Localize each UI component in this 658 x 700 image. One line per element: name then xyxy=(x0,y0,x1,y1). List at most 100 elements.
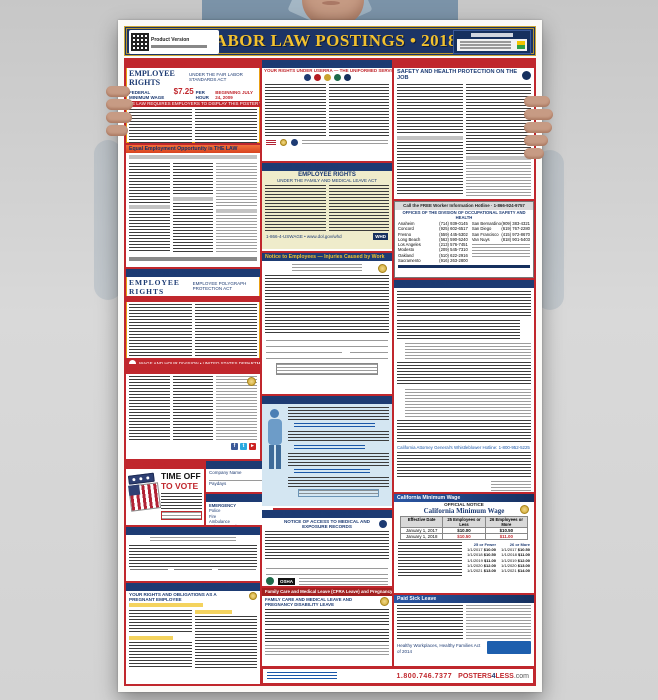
schedule-row: 1/1/2017 $10.00 xyxy=(467,547,496,553)
text-block xyxy=(397,605,463,639)
fmw-wage-amount: $7.25 xyxy=(173,87,194,96)
panel-cfra-pregnancy-disability: Family Care and Medical Leave (CFRA Leav… xyxy=(262,588,392,666)
vote-line2: TO VOTE xyxy=(161,481,199,491)
psl-blue-box xyxy=(487,641,531,654)
panel-fmla: Family and Medical Leave Act EMPLOYEE RI… xyxy=(262,163,392,251)
injuries-form-fields xyxy=(262,333,392,361)
polygraph-red-band xyxy=(126,296,260,302)
fmw-wage-label: FEDERAL MINIMUM WAGE xyxy=(129,90,165,101)
fmw-effective-date: BEGINNING JULY 24, 2009 xyxy=(215,90,253,101)
userra-text-columns xyxy=(262,82,392,138)
social-icons-row: f t ► xyxy=(126,442,260,451)
office-row: Van Nuys (818) 901-5403 xyxy=(471,236,530,242)
left-hand xyxy=(106,86,133,138)
whistle-hotline: California Attorney General's Whistleblo… xyxy=(397,445,530,450)
branch-seal-icon xyxy=(323,74,331,82)
brand-logo: POSTERS4LESS.com xyxy=(458,673,529,680)
text-block xyxy=(150,537,236,543)
panel-injuries-caused-by-work: Notice to Employees — Injuries Caused by… xyxy=(262,253,392,394)
text-block xyxy=(216,376,258,440)
safety-text-columns xyxy=(394,82,534,198)
panel-header: Notice to Employees — Injuries Caused by… xyxy=(262,253,392,261)
safety-title: SAFETY AND HEALTH PROTECTION ON THE JOB xyxy=(397,69,518,81)
schedule-row: 1/1/2018 $11.00 xyxy=(501,552,530,558)
schedule-col-label: 25 or Fewer xyxy=(473,542,496,547)
poster-header-banner: Product Version LABOR LAW POSTINGS • 201… xyxy=(124,26,536,56)
text-block xyxy=(292,264,362,273)
polygraph-footer-text: WAGE AND HOUR DIVISION • UNITED STATES D… xyxy=(139,360,260,365)
labor-law-poster: Product Version LABOR LAW POSTINGS • 201… xyxy=(118,20,542,692)
panel-header: The Uniformed Services Employment And Re… xyxy=(262,60,392,68)
text-block xyxy=(265,645,389,657)
emergency-row: Poison Control1-800-222-1222 xyxy=(209,524,270,525)
text-block xyxy=(265,531,389,561)
text-block xyxy=(288,477,389,487)
form-line xyxy=(266,569,388,575)
panel-header: Unemployment Insurance Benefits xyxy=(126,527,260,535)
person-mouth xyxy=(322,1,340,5)
twitter-icon: t xyxy=(240,443,247,450)
branch-seal-icon xyxy=(343,74,351,82)
offices-right-list: San Bernardino (909) 383-4321 San Diego (6… xyxy=(471,221,530,263)
schedule-row: 1/1/2021 $14.00 xyxy=(501,567,530,573)
edd-text-area xyxy=(288,407,389,503)
flag-logo xyxy=(266,139,276,146)
schedule-row: 1/1/2019 $11.00 xyxy=(467,557,496,563)
offices-table: Anaheim (714) 939-0145 Concord (925) 602-6… xyxy=(395,220,533,264)
eeo-text-columns xyxy=(126,161,260,257)
text-block xyxy=(129,304,192,356)
panel-header: Paid Sick Leave xyxy=(394,595,534,603)
panel-pregnant-employee-rights: Your Rights and Obligations as a Pregnan… xyxy=(126,583,260,684)
vote-highlight-box xyxy=(161,511,202,520)
right-hand xyxy=(524,96,553,161)
text-block xyxy=(129,108,192,143)
panel-whistleblowers-protected: Whistleblowers Are Protected xyxy=(394,280,534,492)
panel-header: Discrimination and Harassment in Employm… xyxy=(126,366,260,374)
panel-header: Access to Medical and Exposure Records xyxy=(262,510,392,518)
fmw-title: EMPLOYEE RIGHTS xyxy=(129,69,175,87)
text-block xyxy=(265,185,326,232)
schedule-row: 1/1/2018 $10.50 xyxy=(467,552,496,558)
panel-header: Notice To Employees xyxy=(262,396,392,404)
polygraph-title: EMPLOYEE RIGHTS xyxy=(129,278,180,296)
injuries-note-box xyxy=(276,363,378,375)
fmla-subtitle: UNDER THE FAMILY AND MEDICAL LEAVE ACT xyxy=(276,178,378,183)
text-block xyxy=(265,609,389,627)
california-seal xyxy=(520,505,529,514)
publisher-badge-logo xyxy=(457,39,527,51)
text-block xyxy=(172,163,214,255)
service-branch-seals xyxy=(262,73,392,82)
dol-logo xyxy=(129,359,136,364)
payday-field-line xyxy=(209,487,271,492)
schedule-row: 1/1/2017 $10.50 xyxy=(501,547,530,553)
panel-header: Family Care and Medical Leave (CFRA Leav… xyxy=(262,588,392,596)
california-seal xyxy=(378,264,387,273)
text-block xyxy=(129,163,170,255)
fmw-subtitle: UNDER THE FAIR LABOR STANDARDS ACT xyxy=(188,72,243,83)
product-version-text: Product Version xyxy=(151,37,207,48)
camw-table-row: January 1, 2017 $10.00 $10.50 xyxy=(401,527,527,533)
emergency-row: Fire xyxy=(209,513,217,519)
camw-schedule: 25 or Fewer 1/1/2017 $10.00 1/1/2018 $10… xyxy=(466,542,530,576)
discrimination-text-columns xyxy=(126,374,260,442)
text-block xyxy=(161,493,202,509)
text-block xyxy=(405,389,531,417)
text-block xyxy=(328,84,389,137)
mid-right-wrap: The Uniformed Services Employment And Re… xyxy=(262,60,534,684)
link-text-block xyxy=(294,469,370,475)
text-block xyxy=(397,291,531,317)
cal-osha-logo xyxy=(266,577,274,585)
youtube-icon: ► xyxy=(249,443,256,450)
eeo-bottom-band xyxy=(129,257,257,261)
userra-subtitle: YOUR RIGHTS UNDER USERRA — THE UNIFORMED… xyxy=(264,68,392,73)
panel-safety-health-protection: Safety And Health Protection On The Job … xyxy=(394,60,534,199)
form-line xyxy=(350,347,388,353)
payday-field-line xyxy=(209,475,271,482)
emergency-row: Police xyxy=(209,508,221,514)
panel-discrimination-harassment: Discrimination and Harassment in Employm… xyxy=(126,366,260,459)
emergency-row: Ambulance xyxy=(209,518,230,524)
panel-header: Time Off to Vote xyxy=(126,461,204,469)
text-block xyxy=(129,545,257,567)
records-title: NOTICE OF ACCESS TO MEDICAL AND EXPOSURE… xyxy=(283,519,370,529)
publisher-badge-text-bar xyxy=(471,33,513,37)
